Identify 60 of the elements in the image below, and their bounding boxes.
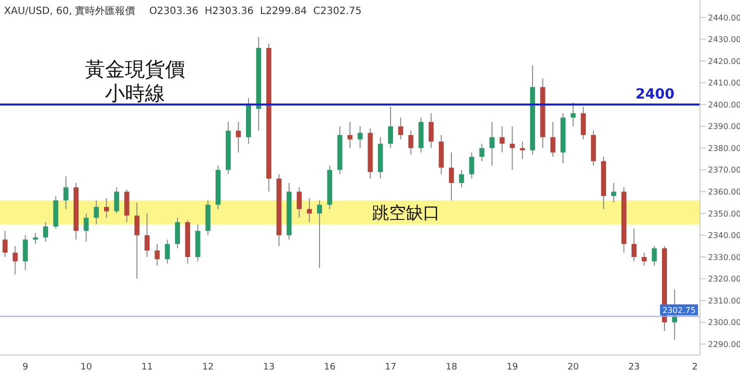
annotation: O2303.36 H2303.36 L2299.84 C2302.75 xyxy=(149,6,362,17)
candlestick xyxy=(388,106,394,149)
candlestick xyxy=(580,106,586,140)
candlestick xyxy=(428,112,434,149)
candlestick xyxy=(570,102,576,127)
candlestick xyxy=(317,200,322,268)
candlestick xyxy=(459,169,464,188)
candlestick xyxy=(347,121,352,149)
candlestick xyxy=(94,200,99,225)
x-tick-label: 19 xyxy=(506,362,518,372)
candlestick xyxy=(642,252,647,266)
candlestick xyxy=(398,117,404,140)
x-tick-label: 17 xyxy=(384,362,396,372)
candlestick xyxy=(154,243,160,266)
annotation: XAU/USD, 60, 實時外匯報價 xyxy=(4,6,136,17)
candlestick xyxy=(236,121,241,153)
candlestick xyxy=(114,186,120,214)
x-tick-label: 18 xyxy=(446,362,458,372)
candlestick xyxy=(500,126,505,153)
candlestick xyxy=(520,141,525,160)
candlestick xyxy=(469,152,474,180)
x-tick-label: 20 xyxy=(567,362,580,372)
candlestick xyxy=(479,143,484,162)
candlestick xyxy=(63,176,68,210)
x-tick-label: 13 xyxy=(263,362,275,372)
annotation: 小時線 xyxy=(104,82,166,106)
candlestick xyxy=(611,182,616,204)
candlestick xyxy=(22,234,28,271)
candlestick xyxy=(550,121,556,158)
candlestick xyxy=(448,152,454,201)
candlestick xyxy=(43,222,48,242)
x-tick-label: 23 xyxy=(628,362,640,372)
candlestick xyxy=(358,126,363,149)
annotation: 黃金現貨價 xyxy=(84,58,186,82)
candlestick xyxy=(164,239,170,264)
candlestick xyxy=(84,212,89,242)
candlestick xyxy=(12,246,18,275)
band-label: 跳空缺口 xyxy=(372,203,440,222)
candlestick xyxy=(306,198,312,223)
ref-line-label: 2302.75 xyxy=(662,306,696,315)
candlestick xyxy=(124,188,130,223)
candlestick xyxy=(652,246,657,266)
candlestick xyxy=(489,121,494,166)
candlestick xyxy=(144,212,150,258)
x-tick-label: 10 xyxy=(80,362,92,372)
candlestick xyxy=(510,126,515,170)
ref-line-label: 2400 xyxy=(636,86,675,103)
x-tick-label: 11 xyxy=(141,362,153,372)
candlestick xyxy=(32,232,38,244)
x-tick-label: 16 xyxy=(324,362,336,372)
candlestick xyxy=(632,228,637,262)
candlestick xyxy=(408,130,414,156)
candlestick xyxy=(134,202,140,280)
candlestick xyxy=(296,186,302,218)
x-tick-label: 2 xyxy=(692,362,698,372)
candlestick xyxy=(175,217,180,249)
candlestick xyxy=(104,198,109,218)
x-tick-label: 9 xyxy=(22,362,28,372)
x-tick-label: 12 xyxy=(202,362,214,372)
candlestick xyxy=(2,230,8,258)
